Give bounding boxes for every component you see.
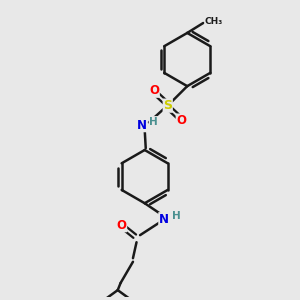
Text: O: O — [176, 114, 186, 127]
Text: H: H — [149, 117, 158, 127]
Text: N: N — [137, 119, 147, 132]
Text: O: O — [117, 219, 127, 232]
Text: S: S — [163, 99, 172, 112]
Text: CH₃: CH₃ — [205, 17, 223, 26]
Text: N: N — [159, 213, 169, 226]
Text: H: H — [172, 211, 181, 220]
Text: O: O — [149, 84, 159, 97]
